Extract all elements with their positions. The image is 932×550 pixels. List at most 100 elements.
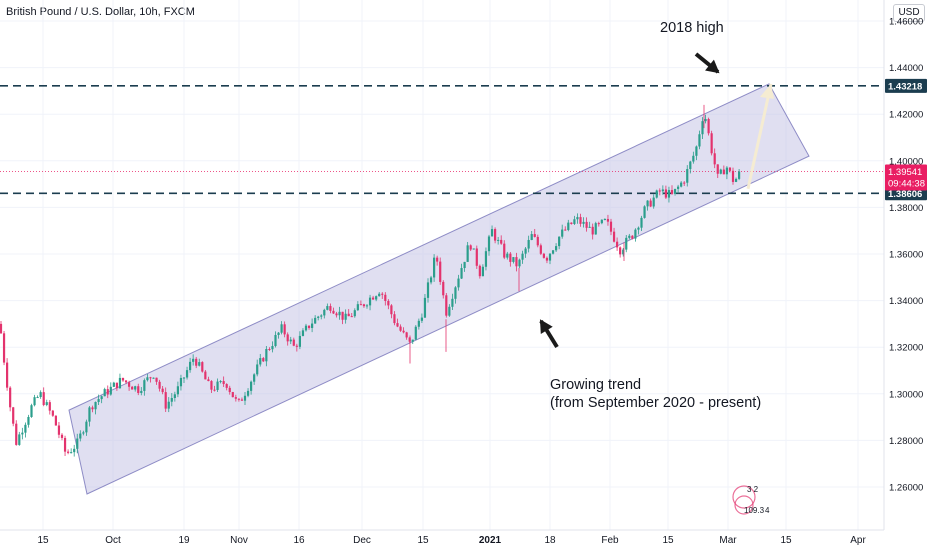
candle-body — [295, 345, 298, 347]
candle-body — [213, 389, 216, 391]
candle-body — [100, 396, 103, 400]
watermark-ring — [732, 485, 756, 509]
price-tick-label: 1.36000 — [889, 250, 923, 261]
candle-body — [402, 330, 405, 333]
candle-body — [573, 219, 576, 224]
candle-body — [228, 387, 231, 393]
candle-body — [439, 261, 442, 282]
candle-body — [609, 221, 613, 232]
candle-body — [643, 206, 646, 218]
candle-body — [283, 324, 286, 335]
candle-body — [210, 381, 213, 390]
candle-body — [631, 235, 634, 239]
candle-body — [640, 217, 643, 228]
candles — [0, 104, 741, 457]
candle-body — [564, 229, 567, 231]
candle-body — [490, 229, 494, 237]
candle-body — [558, 236, 561, 247]
candle-body — [158, 381, 161, 389]
candle-body — [368, 297, 372, 306]
candle-body — [137, 386, 140, 393]
candle-body — [597, 223, 600, 225]
candle-body — [347, 313, 350, 317]
price-tick-label: 1.28000 — [889, 436, 923, 447]
candle-body — [332, 310, 335, 314]
candle-body — [170, 398, 173, 402]
candle-body — [622, 249, 625, 255]
candle-body — [0, 323, 3, 334]
candle-body — [536, 236, 539, 246]
candle-body — [555, 246, 558, 251]
candle-body — [152, 377, 155, 379]
projection-arrow-head — [760, 83, 774, 99]
candle-body — [9, 387, 12, 408]
candle-body — [384, 294, 387, 301]
time-axis[interactable]: 15 Oct 19 Nov 16 Dec 15 2021 18 Feb 15 Mar 15 Apr — [37, 535, 866, 546]
candle-body — [27, 416, 30, 425]
time-tick-label: 15 — [780, 535, 792, 546]
watermark-text: 4 — [765, 506, 770, 515]
level-price-tag-label: 1.43218 — [888, 81, 922, 92]
trend-channel[interactable] — [68, 83, 810, 495]
candle-body — [33, 397, 36, 406]
projection-arrow — [746, 83, 773, 190]
candle-body — [216, 381, 219, 390]
candle-body — [719, 169, 722, 174]
price-tick-label: 1.34000 — [889, 296, 923, 307]
candle-body — [341, 311, 344, 320]
candle-body — [79, 433, 82, 439]
horizontal-levels[interactable] — [0, 85, 884, 195]
candle-body — [680, 182, 683, 187]
candle-body — [21, 432, 24, 435]
candle-body — [277, 332, 280, 335]
candle-body — [134, 386, 137, 390]
candle-body — [542, 253, 545, 258]
candle-body — [381, 293, 384, 295]
candle-body — [472, 248, 475, 250]
candle-body — [243, 395, 247, 401]
candle-body — [143, 380, 146, 391]
candle-body — [561, 229, 564, 237]
candle-body — [527, 239, 530, 249]
candle-body — [506, 253, 509, 258]
time-tick-label: 15 — [662, 535, 674, 546]
candle-body — [582, 221, 585, 224]
candle-body — [256, 364, 259, 375]
candle-body — [182, 377, 186, 379]
annotation-2018-high: 2018 high — [660, 20, 724, 36]
candle-body — [634, 229, 637, 239]
price-tick-label: 1.38000 — [889, 203, 923, 214]
annotation-arrows — [539, 52, 774, 349]
candle-body — [91, 407, 94, 410]
candle-body — [396, 323, 399, 327]
candle-body — [57, 425, 61, 435]
candle-body — [88, 407, 91, 422]
candle-body — [515, 257, 518, 267]
candle-body — [457, 278, 460, 288]
candle-body — [704, 118, 707, 122]
candle-body — [576, 217, 579, 220]
candle-body — [692, 155, 695, 162]
candle-body — [585, 221, 588, 228]
time-tick-label: 15 — [417, 535, 429, 546]
candle-body — [365, 305, 369, 307]
candle-body — [48, 402, 51, 411]
candle-body — [131, 386, 134, 390]
annotations: 2018 high Growing trend (from September … — [550, 20, 761, 411]
candle-body — [594, 223, 597, 235]
candle-body — [112, 382, 115, 387]
candle-body — [500, 239, 503, 244]
currency-button[interactable]: USD — [893, 4, 925, 22]
candle-body — [70, 452, 73, 454]
last-price-tag — [885, 164, 927, 191]
candle-body — [433, 257, 436, 278]
candle-body — [548, 253, 552, 261]
price-axis[interactable]: 1.46000 1.44000 1.42000 1.40000 1.38000 1.360… — [889, 17, 923, 494]
candle-body — [262, 358, 265, 362]
candle-body — [338, 311, 341, 316]
candle-body — [466, 245, 469, 262]
candle-body — [280, 324, 283, 333]
candle-body — [411, 339, 414, 342]
candle-body — [414, 326, 417, 340]
